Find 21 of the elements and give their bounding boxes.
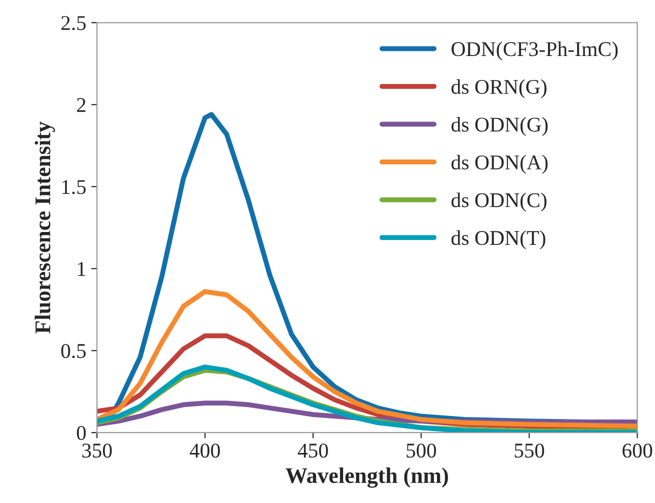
legend-label: ds ODN(C) bbox=[451, 192, 546, 212]
x-tick-label: 350 bbox=[82, 444, 112, 458]
legend-label: ds ODN(T) bbox=[451, 230, 546, 250]
y-tick-label: 1 bbox=[78, 262, 86, 276]
x-tick-label: 600 bbox=[622, 444, 652, 458]
legend-label: ds ODN(G) bbox=[451, 117, 548, 136]
legend-label: ds ODN(A) bbox=[451, 154, 548, 174]
x-tick-label: 500 bbox=[406, 444, 436, 458]
legend-label: ds ORN(G) bbox=[451, 79, 546, 98]
legend-label: ODN(CF3-Ph-ImC) bbox=[452, 42, 618, 60]
y-tick-label: 1.5 bbox=[62, 180, 86, 194]
line-series bbox=[96, 289, 638, 428]
x-tick-label: 450 bbox=[298, 444, 328, 458]
y-tick-label: 2 bbox=[77, 98, 86, 112]
x-tick-label: 550 bbox=[514, 444, 544, 458]
x-axis-title: Wavelength (nm) bbox=[286, 467, 448, 488]
y-tick-label: 0.5 bbox=[61, 344, 86, 358]
y-tick-label: 2.5 bbox=[61, 16, 86, 30]
y-axis-title: Fluorescence Intensity bbox=[34, 122, 55, 334]
x-tick-label: 400 bbox=[190, 444, 220, 458]
y-tick-label: 0 bbox=[76, 426, 86, 440]
